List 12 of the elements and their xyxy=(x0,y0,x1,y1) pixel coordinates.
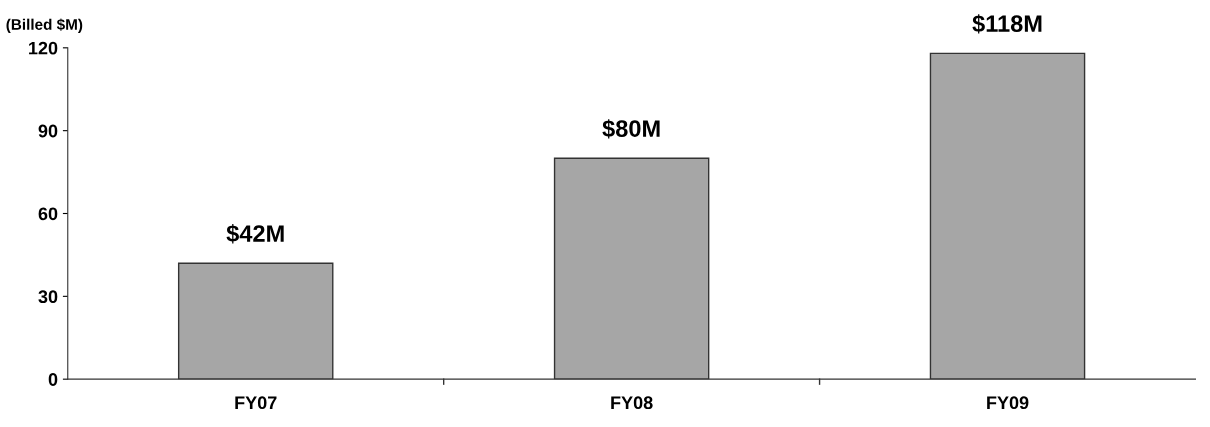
data-label: $118M xyxy=(972,14,1042,34)
x-tick-label: FY09 xyxy=(987,396,1029,410)
y-tick-label: 120 xyxy=(29,41,58,55)
y-tick-label: 60 xyxy=(38,207,58,221)
y-tick-label: 90 xyxy=(38,124,58,138)
data-label: $80M xyxy=(602,119,660,139)
y-tick-label: 0 xyxy=(48,373,58,386)
x-tick-label: FY08 xyxy=(611,396,653,410)
y-tick-label: 30 xyxy=(38,290,58,304)
x-tick-label: FY07 xyxy=(235,396,277,410)
data-label: $42M xyxy=(226,224,284,244)
y-axis-title: (Billed $M) xyxy=(6,18,83,33)
